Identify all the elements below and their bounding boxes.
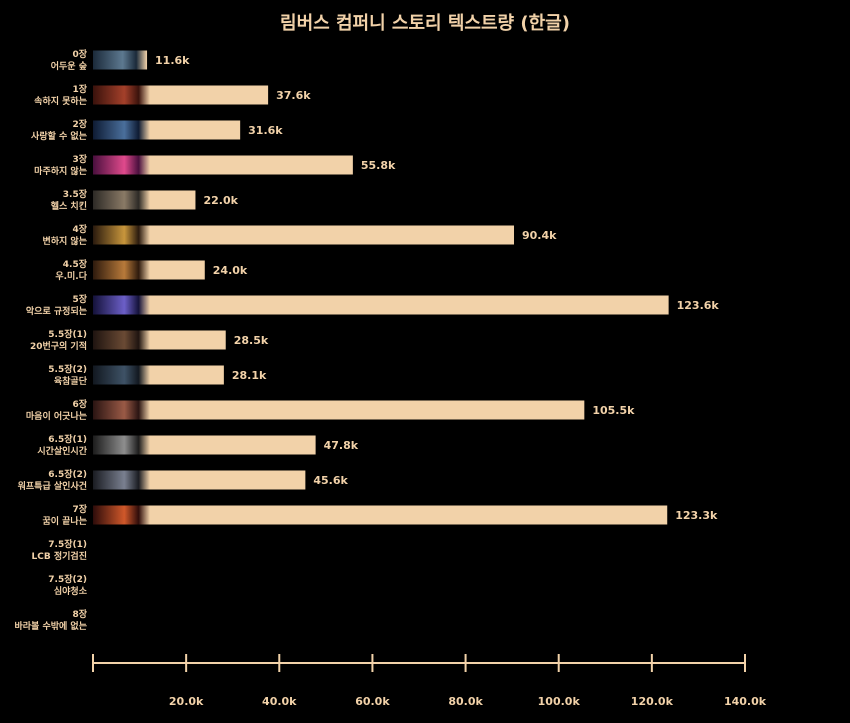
x-tick-label: 40.0k (262, 695, 297, 708)
bar-value-label: 45.6k (313, 474, 348, 487)
category-chapter-label: 6.5장(1) (48, 433, 87, 445)
chapter-thumbnail-image (93, 85, 150, 105)
bar-value-label: 37.6k (276, 89, 311, 102)
bar-row: 5.5장(1)20번구의 기적 28.5k (30, 328, 269, 352)
category-chapter-label: 6.5장(2) (48, 468, 87, 480)
category-chapter-label: 0장 (72, 48, 87, 60)
bar-row: 4.5장우.미.다 24.0k (55, 258, 248, 282)
bar (93, 225, 515, 245)
category-name-label: 바라볼 수밖에 없는 (14, 620, 87, 632)
category-name-label: 시간살인시간 (37, 445, 87, 457)
bar-row: 7.5장(2)심야청소 (48, 573, 87, 597)
category-name-label: LCB 정기검진 (32, 550, 87, 562)
bar-value-label: 24.0k (213, 264, 248, 277)
bar (93, 295, 669, 315)
bar-value-label: 28.1k (232, 369, 267, 382)
chapter-thumbnail-image (93, 400, 150, 420)
category-chapter-label: 2장 (72, 118, 87, 130)
bar-value-label: 28.5k (234, 334, 269, 347)
category-name-label: 20번구의 기적 (30, 340, 87, 352)
bar (93, 155, 353, 175)
x-tick-label: 20.0k (169, 695, 204, 708)
category-name-label: 심야청소 (54, 585, 88, 597)
chapter-thumbnail-image (93, 190, 150, 210)
category-name-label: 워프특급 살인사건 (18, 480, 87, 492)
category-chapter-label: 1장 (72, 83, 87, 95)
bar-value-label: 55.8k (361, 159, 396, 172)
chapter-thumbnail-image (93, 330, 150, 350)
chapter-thumbnail-image (93, 225, 150, 245)
category-name-label: 마음이 어긋나는 (26, 410, 87, 422)
bar-value-label: 22.0k (203, 194, 238, 207)
bar-row: 7.5장(1)LCB 정기검진 (32, 538, 87, 562)
category-chapter-label: 3장 (72, 153, 87, 165)
x-tick-label: 60.0k (355, 695, 390, 708)
category-name-label: 속하지 못하는 (34, 95, 87, 107)
category-chapter-label: 7.5장(1) (48, 538, 87, 550)
category-name-label: 사랑할 수 없는 (31, 130, 87, 142)
category-chapter-label: 8장 (72, 608, 87, 620)
bar-value-label: 31.6k (248, 124, 283, 137)
chapter-thumbnail-image (93, 50, 148, 70)
chart-title: 림버스 컴퍼니 스토리 텍스트량 (한글) (280, 13, 570, 34)
category-chapter-label: 7.5장(2) (48, 573, 87, 585)
bar-row: 5.5장(2)육참골단 28.1k (48, 363, 267, 387)
bar-value-label: 11.6k (155, 54, 190, 67)
bar (93, 400, 585, 420)
x-tick-label: 100.0k (538, 695, 581, 708)
chapter-thumbnail-image (93, 365, 150, 385)
x-tick-label: 80.0k (448, 695, 483, 708)
chapter-thumbnail-image (93, 470, 150, 490)
bar-row: 6.5장(2)워프특급 살인사건 45.6k (18, 468, 349, 492)
bar-value-label: 105.5k (592, 404, 635, 417)
category-name-label: 육참골단 (54, 375, 88, 387)
bar-value-label: 123.6k (677, 299, 720, 312)
category-chapter-label: 3.5장 (63, 188, 88, 200)
category-name-label: 우.미.다 (55, 270, 87, 282)
x-tick-label: 140.0k (724, 695, 767, 708)
category-name-label: 악으로 규정되는 (26, 305, 87, 317)
category-chapter-label: 5.5장(2) (48, 363, 87, 375)
x-tick-label: 120.0k (631, 695, 674, 708)
chapter-thumbnail-image (93, 435, 150, 455)
category-chapter-label: 4장 (72, 223, 87, 235)
bar-row: 6.5장(1)시간살인시간 47.8k (37, 433, 358, 457)
x-axis: 20.0k 40.0k 60.0k 80.0k 100.0k 120.0k 140.0k (92, 654, 767, 708)
bar (93, 505, 668, 525)
bar-value-label: 47.8k (324, 439, 359, 452)
category-name-label: 마주하지 않는 (34, 165, 87, 177)
chapter-thumbnail-image (93, 120, 150, 140)
category-chapter-label: 5장 (72, 293, 87, 305)
bar-value-label: 90.4k (522, 229, 557, 242)
category-chapter-label: 4.5장 (63, 258, 88, 270)
chapter-thumbnail-image (93, 155, 150, 175)
chapter-thumbnail-image (93, 505, 150, 525)
bar-value-label: 123.3k (675, 509, 718, 522)
chapter-thumbnail-image (93, 260, 150, 280)
category-name-label: 어두운 숲 (51, 60, 87, 72)
category-chapter-label: 7장 (72, 503, 87, 515)
category-name-label: 변하지 않는 (42, 235, 87, 247)
category-chapter-label: 6장 (72, 398, 87, 410)
category-name-label: 헬스 치킨 (51, 200, 87, 212)
chapter-thumbnail-image (93, 295, 150, 315)
category-chapter-label: 5.5장(1) (48, 328, 87, 340)
category-name-label: 꿈이 끝나는 (42, 515, 87, 527)
